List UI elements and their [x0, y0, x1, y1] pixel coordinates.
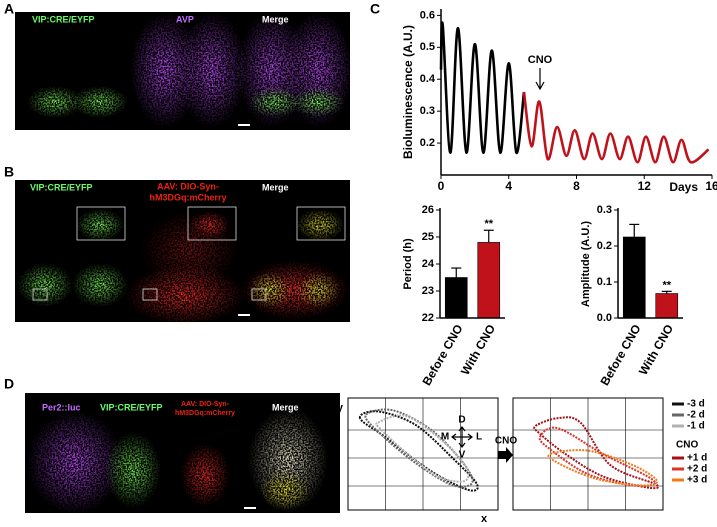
image-label: Merge: [272, 402, 299, 412]
inset-boxes: [32, 206, 346, 301]
legend-label: -3 d: [687, 399, 705, 410]
trajectory-loop: [364, 408, 474, 488]
trajectory-loop: [547, 449, 659, 487]
x-axis-label: Days: [669, 180, 698, 194]
compass-label: M: [441, 432, 449, 443]
legend-title: CNO: [676, 440, 698, 451]
fluorescence: [27, 408, 328, 514]
annotation: CNO: [528, 54, 553, 66]
y-tick-label: 0.3: [420, 105, 435, 117]
compass-label: V: [459, 450, 466, 461]
line-series: [439, 21, 526, 154]
y-axis-label: y: [337, 402, 344, 414]
image-label: Per2::luc: [42, 402, 81, 412]
y-tick-label: 0.2: [597, 240, 612, 252]
x-tick-label: 12: [638, 179, 652, 193]
y-tick-label: 23: [422, 285, 434, 297]
image-label: AVP: [176, 14, 194, 24]
compass: [451, 426, 473, 448]
y-tick-label: 0.2: [420, 137, 435, 149]
compass-label: D: [458, 415, 465, 426]
panel-label: D: [4, 376, 14, 392]
cno-arrow: [498, 447, 513, 463]
y-tick-label: 0.6: [420, 9, 435, 21]
x-tick-label: Before CNO: [419, 322, 465, 388]
image-label: VIP:CRE/EYFP: [30, 182, 93, 192]
y-tick-label: 0.5: [420, 41, 435, 53]
x-tick-label: 4: [505, 179, 512, 193]
image-label: VIP:CRE/EYFP: [32, 14, 95, 24]
trajectory-loop: [533, 416, 660, 490]
compass-label: L: [476, 432, 482, 443]
legend-label: -2 d: [687, 410, 705, 421]
image-label: VIP:CRE/EYFP: [100, 402, 163, 412]
significance: **: [484, 218, 493, 230]
image-label: hM3DGq:mCherry: [149, 192, 226, 202]
bar: [444, 277, 468, 319]
legend-label: +1 d: [687, 453, 707, 464]
x-tick-label: 8: [573, 179, 580, 193]
image-label: hM3DGq:mCherry: [175, 410, 235, 417]
trajectory-loop: [375, 414, 470, 483]
image-label: Merge: [262, 182, 289, 192]
y-axis-label: Period (h): [402, 238, 414, 290]
annotation: CNO: [495, 436, 517, 447]
panel-label: C: [370, 1, 380, 17]
plot-frame: [512, 397, 664, 511]
x-tick-label: 0: [438, 179, 445, 193]
trajectory-loop: [538, 426, 656, 487]
image-label: AAV: DIO-Syn-: [181, 401, 230, 408]
image-label: AAV: DIO-Syn-: [157, 181, 219, 191]
significance: **: [662, 279, 671, 291]
y-tick-label: 22: [422, 312, 434, 324]
legend-label: +3 d: [687, 475, 707, 486]
y-tick-label: 0.4: [420, 73, 436, 85]
bar: [655, 293, 679, 319]
y-tick-label: 0.3: [597, 204, 612, 216]
panel-label: B: [4, 164, 14, 180]
legend-label: +2 d: [687, 464, 707, 475]
y-tick-label: 25: [422, 231, 434, 243]
fluorescence: [27, 12, 353, 128]
y-tick-label: 0.0: [597, 312, 612, 324]
y-axis-label: Bioluminescence (A.U.): [401, 25, 415, 159]
x-axis-label: x: [481, 513, 488, 525]
annotation-arrow: [535, 68, 545, 91]
x-tick-label: Before CNO: [597, 322, 643, 388]
y-axis-label: Amplitude (A.U.): [580, 221, 592, 307]
y-tick-label: 0.1: [597, 276, 612, 288]
image-label: Merge: [262, 14, 289, 24]
y-tick-label: 26: [422, 204, 434, 216]
panel-label: A: [4, 1, 14, 17]
fluorescence: [17, 209, 350, 325]
bar: [477, 242, 501, 319]
y-tick-label: 24: [422, 258, 435, 270]
legend-label: -1 d: [687, 421, 705, 432]
bar: [622, 236, 646, 319]
x-tick-label: 16: [705, 179, 717, 193]
line-series: [522, 91, 710, 164]
